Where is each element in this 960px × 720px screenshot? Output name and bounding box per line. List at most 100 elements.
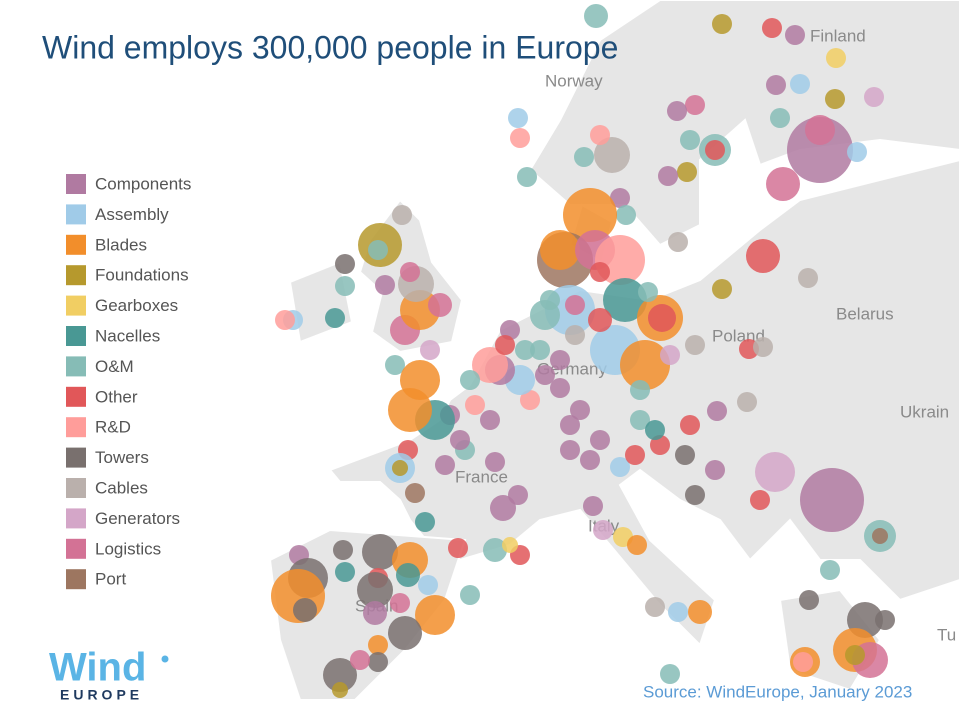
site-bubble (563, 188, 617, 242)
site-bubble (325, 308, 345, 328)
site-bubble (362, 534, 398, 570)
site-bubble (428, 293, 452, 317)
site-bubble (746, 239, 780, 273)
site-bubble (540, 290, 560, 310)
legend-label: Towers (95, 448, 149, 467)
site-bubble (335, 254, 355, 274)
site-bubble (515, 340, 535, 360)
source: Source: WindEurope, January 2023 (643, 682, 912, 701)
legend-swatch (66, 538, 86, 559)
site-bubble (332, 682, 348, 698)
legend-swatch (66, 356, 86, 377)
site-bubble (688, 600, 712, 624)
site-bubble (790, 74, 810, 94)
site-bubble (737, 392, 757, 412)
site-bubble (668, 232, 688, 252)
site-bubble (660, 664, 680, 684)
site-bubble (540, 230, 580, 270)
site-bubble (770, 108, 790, 128)
site-bubble (508, 108, 528, 128)
site-bubble (590, 430, 610, 450)
country-label: Finland (810, 26, 866, 45)
site-bubble (485, 452, 505, 472)
site-bubble (755, 452, 795, 492)
site-bubble (712, 279, 732, 299)
site-bubble (677, 162, 697, 182)
legend-label: Components (95, 174, 191, 193)
legend-swatch (66, 326, 86, 346)
site-bubble (805, 115, 835, 145)
site-bubble (350, 650, 370, 670)
site-bubble (570, 400, 590, 420)
site-bubble (630, 380, 650, 400)
site-bubble (335, 562, 355, 582)
site-bubble (275, 310, 295, 330)
site-bubble (483, 538, 507, 562)
site-bubble (583, 496, 603, 516)
site-bubble (363, 601, 387, 625)
title: Wind employs 300,000 people in Europe (42, 29, 618, 65)
site-bubble (766, 167, 800, 201)
site-bubble (368, 240, 388, 260)
site-bubble (450, 430, 470, 450)
site-bubble (864, 87, 884, 107)
site-bubble (660, 345, 680, 365)
site-bubble (460, 585, 480, 605)
site-bubble (580, 450, 600, 470)
site-bubble (535, 365, 555, 385)
legend-label: Foundations (95, 266, 189, 285)
site-bubble (420, 340, 440, 360)
site-bubble (584, 4, 608, 28)
site-bubble (388, 616, 422, 650)
legend-label: O&M (95, 357, 134, 376)
site-bubble (610, 457, 630, 477)
legend-label: Logistics (95, 539, 161, 558)
site-bubble (530, 340, 550, 360)
site-bubble (550, 378, 570, 398)
country-label: France (455, 467, 508, 486)
site-bubble (872, 528, 888, 544)
site-bubble (517, 167, 537, 187)
site-bubble (627, 535, 647, 555)
site-bubble (448, 538, 468, 558)
site-bubble (620, 340, 670, 390)
site-bubble (799, 590, 819, 610)
legend-swatch (66, 569, 86, 590)
legend-swatch (66, 508, 86, 529)
site-bubble (472, 347, 508, 383)
site-bubble (707, 401, 727, 421)
site-bubble (875, 610, 895, 630)
site-bubble (510, 128, 530, 148)
site-bubble (590, 262, 610, 282)
site-bubble (405, 483, 425, 503)
site-bubble (648, 304, 676, 332)
site-bubble (357, 572, 393, 608)
site-bubble (435, 455, 455, 475)
site-bubble (368, 635, 388, 655)
site-bubble (705, 140, 725, 160)
site-bubble (480, 410, 500, 430)
site-bubble (375, 275, 395, 295)
site-bubble (560, 440, 580, 460)
legend-swatch (66, 417, 86, 438)
site-bubble (630, 410, 650, 430)
site-bubble (495, 335, 515, 355)
legend-label: Blades (95, 235, 147, 254)
site-bubble (335, 276, 355, 296)
site-bubble (590, 125, 610, 145)
site-bubble (574, 147, 594, 167)
site-bubble (550, 350, 570, 370)
site-bubble (685, 485, 705, 505)
logo-dot (161, 655, 169, 663)
site-bubble (415, 512, 435, 532)
site-bubble (560, 415, 580, 435)
legend-label: Port (95, 570, 126, 589)
site-bubble (610, 188, 630, 208)
site-bubble (668, 602, 688, 622)
site-bubble (847, 142, 867, 162)
site-bubble (645, 597, 665, 617)
site-bubble (645, 420, 665, 440)
site-bubble (638, 282, 658, 302)
site-bubble (820, 560, 840, 580)
legend-label: Gearboxes (95, 296, 178, 315)
